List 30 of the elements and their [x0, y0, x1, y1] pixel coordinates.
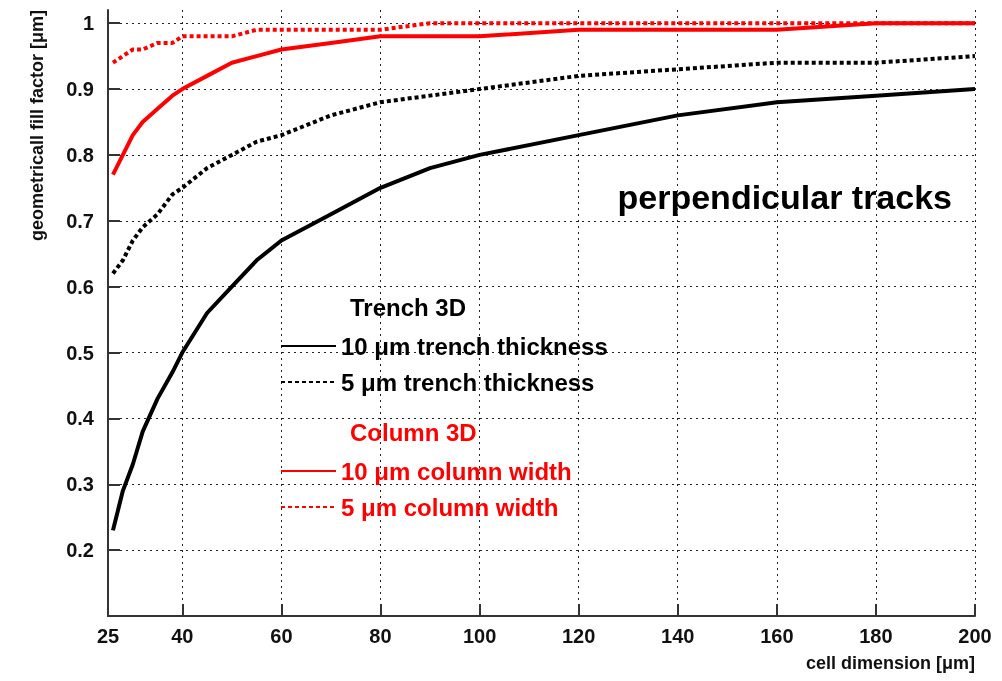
- x-tick-label: 40: [171, 625, 194, 647]
- y-tick-label: 0.5: [66, 341, 94, 364]
- y-tick-label: 1: [82, 12, 94, 35]
- line-series: [110, 87, 977, 533]
- y-tick-label: 0.9: [66, 78, 94, 101]
- annotation: perpendicular tracks: [617, 178, 953, 216]
- x-tick-label: 25: [96, 625, 120, 647]
- line-series: [110, 54, 977, 276]
- y-axis-title: geometricall fill factor [μm]: [27, 10, 47, 242]
- x-tick-label: 160: [760, 625, 794, 647]
- annotation: Trench 3D: [350, 293, 467, 321]
- x-tick-label: 200: [958, 625, 992, 647]
- y-tick-label: 0.8: [66, 143, 94, 166]
- legend-label: 10 μm trench thickness: [341, 332, 608, 360]
- x-tick-label: 60: [270, 625, 293, 647]
- legend-label: 5 μm column width: [341, 493, 559, 521]
- annotation: Column 3D: [350, 418, 477, 446]
- x-axis-title: cell dimension [μm]: [805, 653, 975, 673]
- legend-label: 10 μm column width: [341, 457, 572, 485]
- y-tick-label: 0.4: [66, 407, 95, 430]
- legend-label: 5 μm trench thickness: [341, 368, 595, 396]
- x-tick-label: 140: [661, 625, 695, 647]
- x-tick-label: 180: [859, 625, 893, 647]
- x-tick-label: 120: [561, 625, 596, 647]
- x-tick-label: 80: [369, 625, 392, 647]
- x-tick-label: 100: [462, 625, 497, 647]
- y-tick-label: 0.2: [66, 539, 94, 562]
- y-tick-label: 0.3: [66, 473, 94, 496]
- y-tick-label: 0.7: [66, 209, 94, 232]
- y-tick-label: 0.6: [66, 275, 94, 298]
